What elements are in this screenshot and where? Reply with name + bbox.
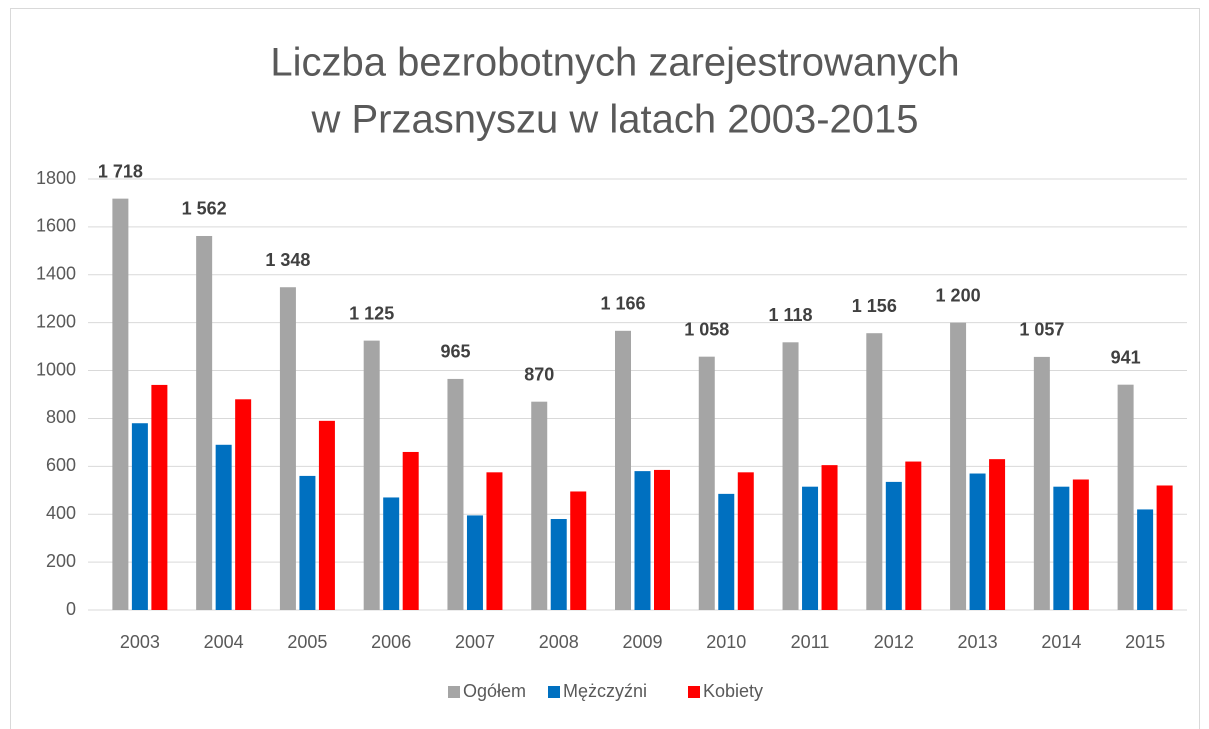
data-label: 1 058 [684, 319, 729, 339]
bar [196, 235, 213, 610]
y-tick-label: 1000 [36, 359, 76, 379]
bar [131, 423, 148, 610]
bar [447, 378, 464, 610]
bar [654, 469, 670, 610]
data-label: 965 [440, 342, 470, 362]
x-tick-label: 2014 [1041, 632, 1081, 652]
bar [299, 475, 316, 610]
data-label: 941 [1111, 347, 1141, 367]
bar [486, 472, 503, 610]
x-tick-label: 2010 [706, 632, 746, 652]
bar [1137, 509, 1154, 610]
x-tick-label: 2004 [204, 632, 244, 652]
data-label: 1 718 [98, 161, 143, 181]
bar [466, 515, 483, 610]
x-tick-label: 2006 [371, 632, 411, 652]
bar [698, 356, 715, 610]
bar [1156, 485, 1173, 610]
bar [318, 420, 335, 610]
bar [802, 486, 819, 610]
bar [737, 472, 754, 610]
bar [866, 333, 883, 610]
bar [363, 340, 380, 610]
bar [615, 330, 631, 610]
y-tick-label: 200 [46, 551, 76, 571]
y-tick-label: 1600 [36, 216, 76, 236]
bar [905, 461, 922, 610]
bar [151, 384, 168, 610]
bar [402, 451, 419, 610]
data-label: 1 118 [769, 305, 813, 325]
bar [718, 493, 735, 610]
bar [950, 322, 967, 610]
bar [550, 519, 567, 610]
bar [1072, 479, 1089, 610]
bar [235, 399, 252, 610]
legend-swatch [688, 686, 700, 698]
bar [1053, 486, 1070, 610]
data-label: 1 200 [936, 285, 981, 305]
bar [821, 465, 838, 610]
y-tick-label: 0 [66, 599, 76, 619]
chart-title: w Przasnyszu w latach 2003-2015 [311, 98, 919, 142]
legend-label: Ogółem [463, 681, 526, 701]
y-tick-label: 800 [46, 407, 76, 427]
x-tick-label: 2007 [455, 632, 495, 652]
data-label: 1 125 [349, 303, 394, 323]
bar [969, 473, 986, 610]
bar [989, 459, 1006, 610]
data-label: 870 [524, 364, 554, 384]
y-tick-label: 1200 [36, 311, 76, 331]
bar [1117, 384, 1134, 610]
x-tick-label: 2013 [958, 632, 998, 652]
y-tick-label: 1800 [36, 168, 76, 188]
bar [570, 491, 587, 610]
x-tick-label: 2015 [1125, 632, 1165, 652]
x-tick-label: 2003 [120, 632, 160, 652]
legend-swatch [548, 686, 560, 698]
y-tick-label: 600 [46, 455, 76, 475]
y-tick-label: 1400 [36, 264, 76, 284]
bar [885, 481, 902, 610]
bar [1033, 356, 1050, 610]
x-tick-label: 2012 [874, 632, 914, 652]
data-label: 1 057 [1019, 320, 1064, 340]
bar [112, 198, 129, 610]
bar [634, 471, 651, 610]
chart-title: Liczba bezrobotnych zarejestrowanych [270, 41, 959, 85]
y-tick-label: 400 [46, 503, 76, 523]
legend-label: Kobiety [703, 681, 763, 701]
x-tick-label: 2008 [539, 632, 579, 652]
bar [782, 342, 799, 610]
bar [215, 444, 232, 610]
x-tick-label: 2011 [791, 632, 830, 652]
legend-swatch [448, 686, 460, 698]
bar [279, 287, 296, 610]
data-label: 1 562 [182, 199, 227, 219]
data-label: 1 166 [600, 294, 645, 314]
legend-label: Mężczyźni [563, 681, 647, 701]
data-label: 1 156 [852, 296, 897, 316]
bar [383, 497, 400, 610]
x-tick-label: 2009 [622, 632, 662, 652]
bar [531, 401, 548, 610]
data-label: 1 348 [265, 250, 310, 270]
x-tick-label: 2005 [287, 632, 327, 652]
